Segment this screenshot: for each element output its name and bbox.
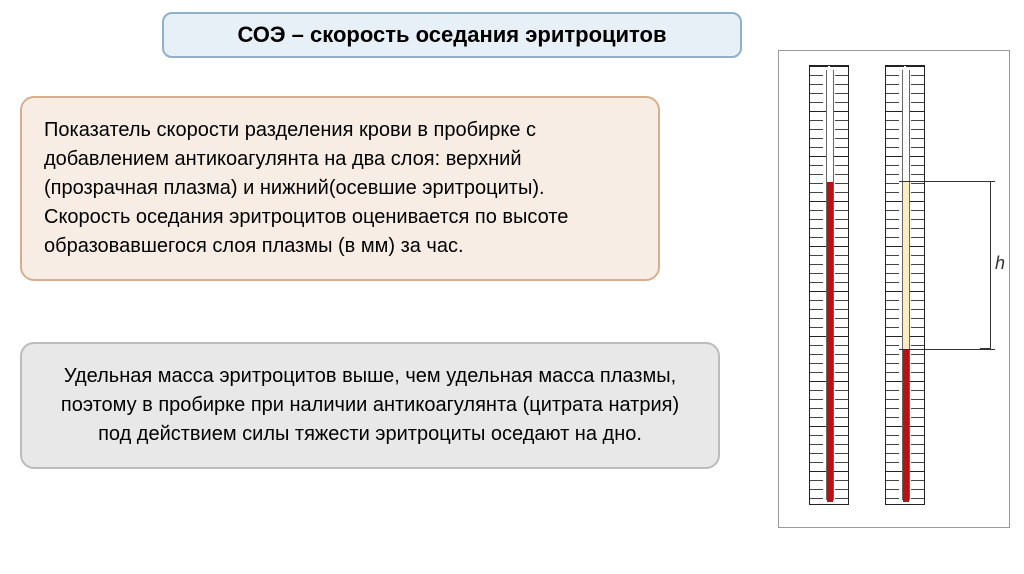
title-box: СОЭ – скорость оседания эритроцитов <box>162 12 742 58</box>
explanation-box: Удельная масса эритроцитов выше, чем уде… <box>20 342 720 469</box>
tube-right <box>885 65 925 505</box>
tubes-diagram: h <box>778 50 1010 528</box>
tube-left-red-fill <box>827 182 833 502</box>
tube-right-plasma-fill <box>903 182 909 350</box>
tube-left <box>809 65 849 505</box>
tube-right-red-fill <box>903 350 909 502</box>
definition-text: Показатель скорости разделения крови в п… <box>44 119 568 257</box>
title-text: СОЭ – скорость оседания эритроцитов <box>237 22 666 47</box>
h-label: h <box>995 253 1005 274</box>
guide-line-bottom <box>899 349 995 350</box>
definition-box: Показатель скорости разделения крови в п… <box>20 96 660 281</box>
tube-right-column <box>902 70 910 500</box>
explanation-text: Удельная масса эритроцитов выше, чем уде… <box>61 365 679 445</box>
tube-left-column <box>826 70 834 500</box>
h-bracket <box>977 181 991 349</box>
